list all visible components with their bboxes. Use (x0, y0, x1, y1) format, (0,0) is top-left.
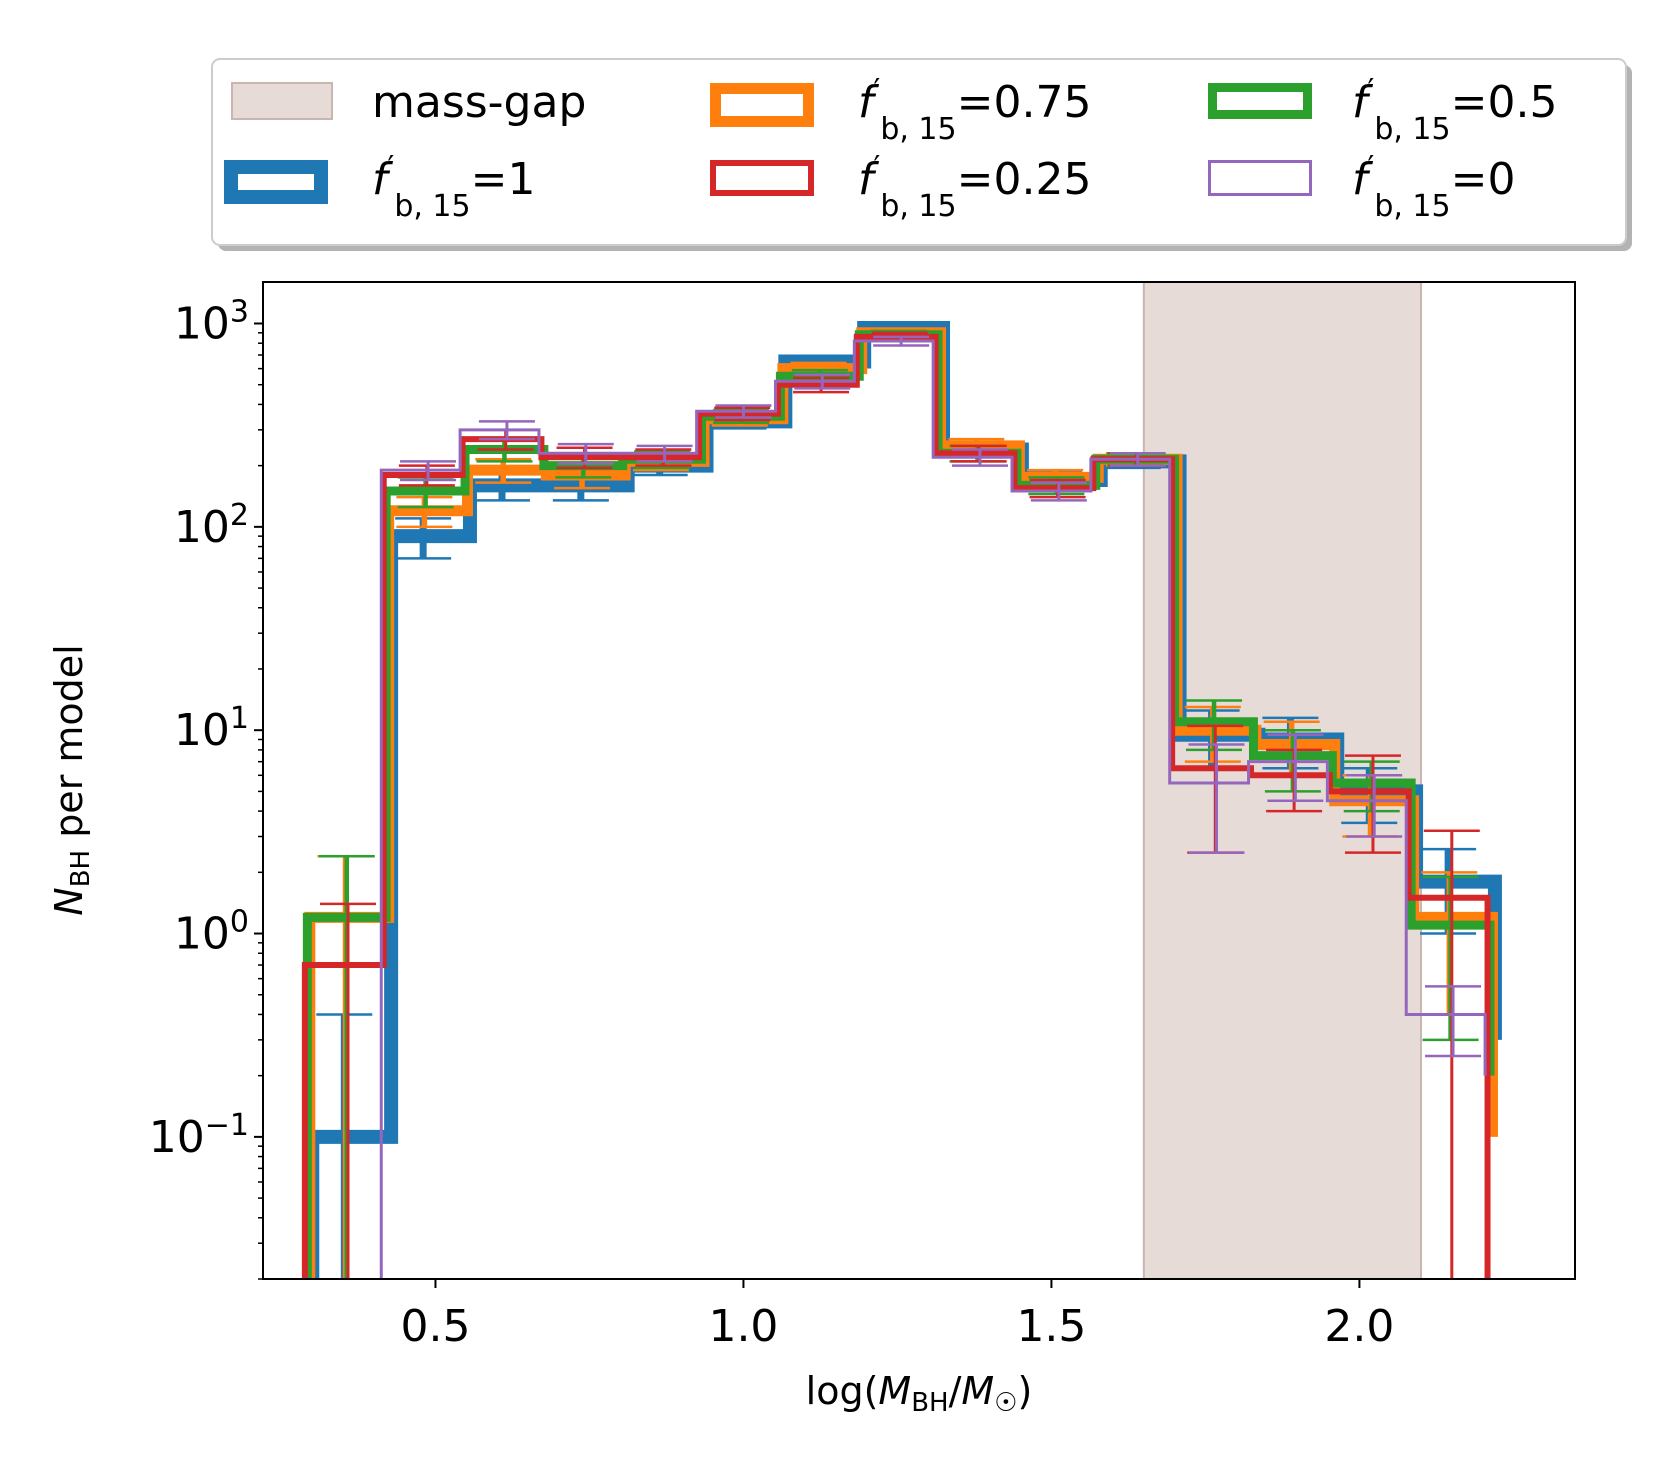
y-tick-label: 100 (174, 904, 249, 960)
error-bar-fb15-0 (794, 373, 851, 390)
x-tick-label: 0.5 (400, 1301, 470, 1352)
x-tick-label: 1.5 (1016, 1301, 1086, 1352)
error-bar-fb15-0 (1109, 452, 1166, 467)
legend-entry: f′b, 15=0.5 (1208, 73, 1557, 148)
error-bar-fb15-0 (1030, 481, 1087, 502)
error-bar-fb15-0 (715, 404, 772, 419)
legend-label-fb15-0.5: f′b, 15=0.5 (1352, 73, 1557, 148)
series-step-fb15-0.25 (301, 333, 1491, 1279)
legend-handle-fb15-0.75 (710, 83, 814, 127)
ticks-layer: 0.5 1.0 1.5 2.0 10−1 100 101 102 103 (149, 294, 1395, 1352)
plot-area: 0.5 1.0 1.5 2.0 10−1 100 101 102 103 (149, 281, 1576, 1352)
series-step-fb15-0 (379, 339, 1487, 1279)
x-axis-label: log(MBH/M☉) (806, 1369, 1033, 1418)
error-bar-fb15-0 (400, 460, 457, 482)
legend-handle-mass-gap (231, 82, 333, 120)
legend-entry: f′b, 15=1 (224, 150, 535, 225)
y-tick-label: 102 (174, 497, 249, 553)
legend-entry: f′b, 15=0 (1208, 150, 1515, 225)
legend-entry: mass-gap (231, 77, 586, 128)
error-bar-fb15-0 (636, 444, 693, 463)
y-axis-label: NBH per model (47, 644, 96, 915)
x-tick-label: 1.0 (708, 1301, 778, 1352)
legend-label-mass-gap: mass-gap (372, 77, 586, 128)
legend-label-fb15-0.25: f′b, 15=0.25 (858, 150, 1091, 225)
error-bar-fb15-0 (478, 420, 535, 441)
error-bar-fb15-0 (1346, 774, 1403, 838)
error-bar-fb15-0.25 (1423, 829, 1480, 1279)
y-tick-label: 10−1 (149, 1107, 249, 1163)
x-tick-label: 2.0 (1324, 1301, 1394, 1352)
legend-handle-fb15-1 (224, 160, 328, 204)
error-bar-fb15-0 (557, 442, 614, 465)
error-bar-fb15-0 (1425, 985, 1482, 1058)
y-tick-label: 101 (174, 701, 249, 757)
error-bar-fb15-0 (873, 335, 930, 347)
error-bar-fb15-0 (951, 448, 1008, 467)
legend-entry: f′b, 15=0.25 (710, 150, 1091, 225)
y-tick-label: 103 (174, 294, 249, 350)
legend-handle-fb15-0.5 (1208, 83, 1312, 119)
series-layer (301, 321, 1502, 1279)
legend-label-fb15-0: f′b, 15=0 (1352, 150, 1515, 225)
legend-handle-fb15-0 (1208, 160, 1312, 196)
legend-label-fb15-1: f′b, 15=1 (372, 150, 535, 225)
error-bar-fb15-0.25 (320, 902, 377, 1279)
plot-frame (262, 281, 1576, 1280)
legend-handle-fb15-0.25 (710, 160, 814, 196)
error-bar-fb15-0 (1188, 743, 1245, 854)
error-bar-fb15-0 (1267, 733, 1324, 802)
